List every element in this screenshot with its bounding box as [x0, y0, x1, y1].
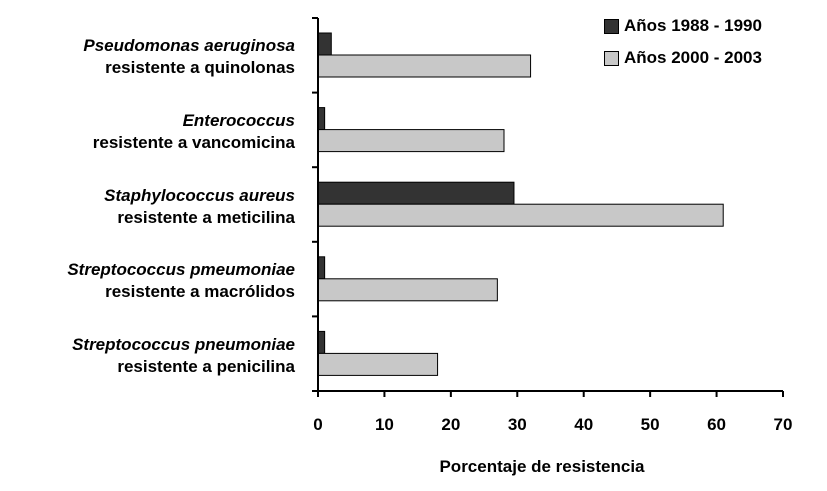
category-name-label: Pseudomonas aeruginosa	[83, 36, 295, 56]
x-tick-label-40: 40	[574, 415, 594, 434]
legend-item-series-2: Años 2000 - 2003	[604, 46, 762, 70]
x-tick-label-60: 60	[707, 415, 727, 434]
category-name-label: Streptococcus pmeumoniae	[67, 260, 295, 280]
bar-series-2-cat-5	[317, 352, 439, 376]
x-tick-label-70: 70	[773, 415, 793, 434]
bar-series-1-cat-3	[317, 181, 515, 205]
legend-swatch-series-2	[604, 50, 619, 66]
x-tick-label-50: 50	[640, 415, 660, 434]
category-name-label: Staphylococcus aureus	[104, 185, 295, 205]
bar-series-2-cat-2	[317, 129, 505, 153]
category-detail-label: resistente a macrólidos	[105, 282, 295, 302]
bar-series-2-cat-4	[317, 278, 498, 302]
x-tick-label-0: 0	[313, 415, 323, 434]
category-detail-label: resistente a penicilina	[117, 356, 295, 376]
legend-label-series-1: Años 1988 - 1990	[624, 16, 762, 35]
legend-item-series-1: Años 1988 - 1990	[604, 14, 762, 38]
category-name-label: Enterococcus	[182, 110, 295, 130]
legend: Años 1988 - 1990 Años 2000 - 2003	[604, 14, 762, 78]
bar-series-1-cat-1	[317, 32, 332, 56]
x-tick-label-20: 20	[441, 415, 461, 434]
category-name-label: Streptococcus pneumoniae	[72, 334, 295, 354]
legend-label-series-2: Años 2000 - 2003	[624, 48, 762, 67]
x-tick-label-30: 30	[507, 415, 527, 434]
category-detail-label: resistente a vancomicina	[92, 132, 295, 152]
category-detail-label: resistente a meticilina	[117, 207, 295, 227]
x-axis-title: Porcentaje de resistencia	[439, 457, 645, 476]
bar-series-2-cat-1	[317, 54, 532, 78]
category-detail-label: resistente a quinolonas	[105, 58, 295, 78]
bar-series-2-cat-3	[317, 203, 724, 227]
x-tick-label-10: 10	[374, 415, 394, 434]
legend-swatch-series-1	[604, 18, 619, 34]
